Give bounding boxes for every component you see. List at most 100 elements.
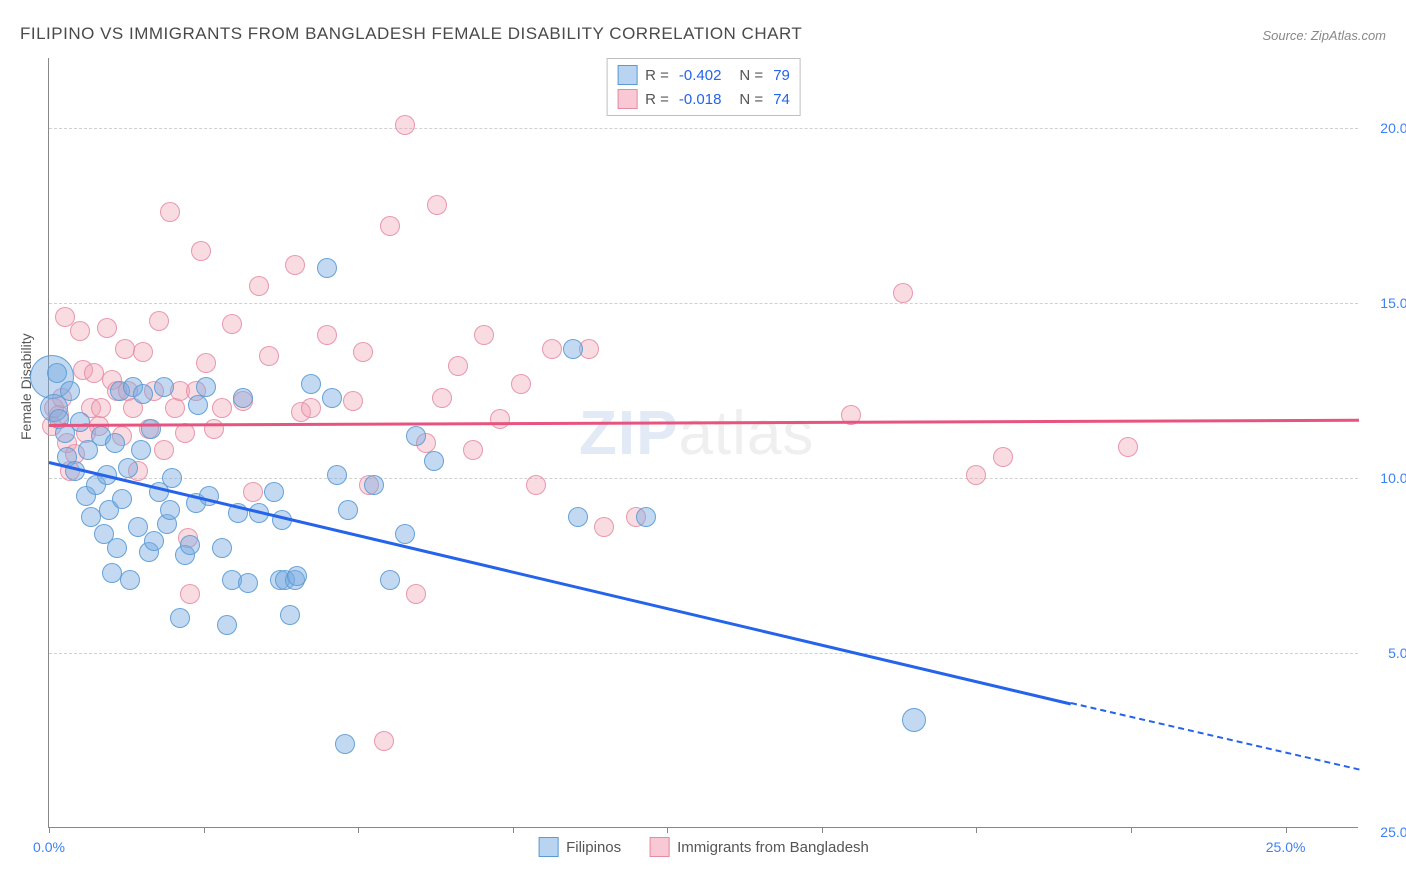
- chart-title: FILIPINO VS IMMIGRANTS FROM BANGLADESH F…: [20, 24, 802, 44]
- x-tick-mark: [358, 827, 359, 833]
- data-point-bangladesh: [1118, 437, 1138, 457]
- y-tick-label: 5.0%: [1365, 645, 1406, 661]
- data-point-bangladesh: [154, 440, 174, 460]
- data-point-filipinos: [112, 489, 132, 509]
- data-point-bangladesh: [594, 517, 614, 537]
- x-tick-mark: [667, 827, 668, 833]
- data-point-filipinos: [338, 500, 358, 520]
- data-point-bangladesh: [427, 195, 447, 215]
- data-point-bangladesh: [191, 241, 211, 261]
- data-point-filipinos: [217, 615, 237, 635]
- data-point-bangladesh: [97, 318, 117, 338]
- data-point-filipinos: [188, 395, 208, 415]
- r-value: -0.402: [679, 67, 722, 84]
- data-point-filipinos: [301, 374, 321, 394]
- data-point-bangladesh: [343, 391, 363, 411]
- swatch-pink-icon: [617, 89, 637, 109]
- data-point-filipinos: [335, 734, 355, 754]
- y-tick-label: 20.0%: [1365, 120, 1406, 136]
- x-tick-mark: [976, 827, 977, 833]
- data-point-bangladesh: [353, 342, 373, 362]
- data-point-filipinos: [317, 258, 337, 278]
- data-point-bangladesh: [380, 216, 400, 236]
- data-point-filipinos: [212, 538, 232, 558]
- data-point-bangladesh: [317, 325, 337, 345]
- data-point-bangladesh: [222, 314, 242, 334]
- data-point-filipinos: [105, 433, 125, 453]
- data-point-bangladesh: [133, 342, 153, 362]
- data-point-bangladesh: [165, 398, 185, 418]
- source-label: Source: ZipAtlas.com: [1262, 28, 1386, 43]
- legend-label: Immigrants from Bangladesh: [677, 839, 869, 856]
- y-tick-label: 10.0%: [1365, 470, 1406, 486]
- data-point-bangladesh: [84, 363, 104, 383]
- swatch-blue-icon: [617, 65, 637, 85]
- data-point-filipinos: [280, 605, 300, 625]
- data-point-bangladesh: [490, 409, 510, 429]
- data-point-bangladesh: [395, 115, 415, 135]
- data-point-filipinos: [264, 482, 284, 502]
- data-point-bangladesh: [374, 731, 394, 751]
- r-label: R =: [645, 67, 669, 84]
- data-point-bangladesh: [249, 276, 269, 296]
- data-point-bangladesh: [196, 353, 216, 373]
- data-point-bangladesh: [432, 388, 452, 408]
- data-point-bangladesh: [301, 398, 321, 418]
- legend-series: Filipinos Immigrants from Bangladesh: [538, 837, 869, 857]
- legend-row-filipinos: R = -0.402 N = 79: [617, 63, 790, 87]
- data-point-filipinos: [162, 468, 182, 488]
- data-point-bangladesh: [406, 584, 426, 604]
- data-point-filipinos: [144, 531, 164, 551]
- data-point-filipinos: [902, 708, 926, 732]
- data-point-filipinos: [131, 440, 151, 460]
- data-point-filipinos: [563, 339, 583, 359]
- chart-plot-area: ZIPatlas 5.0%10.0%15.0%20.0% 0.0%25.0% R…: [48, 58, 1358, 828]
- data-point-filipinos: [60, 381, 80, 401]
- data-point-filipinos: [327, 465, 347, 485]
- data-point-filipinos: [102, 563, 122, 583]
- legend-row-bangladesh: R = -0.018 N = 74: [617, 87, 790, 111]
- n-value: 79: [773, 67, 790, 84]
- data-point-filipinos: [238, 573, 258, 593]
- data-point-bangladesh: [243, 482, 263, 502]
- data-point-bangladesh: [526, 475, 546, 495]
- data-point-bangladesh: [542, 339, 562, 359]
- data-point-bangladesh: [893, 283, 913, 303]
- data-point-bangladesh: [160, 202, 180, 222]
- data-point-bangladesh: [448, 356, 468, 376]
- data-point-filipinos: [118, 458, 138, 478]
- n-label: N =: [739, 91, 763, 108]
- data-point-filipinos: [47, 363, 67, 383]
- legend-correlation-box: R = -0.402 N = 79 R = -0.018 N = 74: [606, 58, 801, 116]
- n-value: 74: [773, 91, 790, 108]
- data-point-filipinos: [107, 538, 127, 558]
- n-label: N =: [739, 67, 763, 84]
- data-point-bangladesh: [115, 339, 135, 359]
- data-point-bangladesh: [91, 398, 111, 418]
- data-point-filipinos: [424, 451, 444, 471]
- gridline: [49, 653, 1358, 654]
- data-point-bangladesh: [463, 440, 483, 460]
- swatch-pink-icon: [649, 837, 669, 857]
- data-point-filipinos: [170, 608, 190, 628]
- data-point-filipinos: [406, 426, 426, 446]
- data-point-filipinos: [180, 535, 200, 555]
- r-value: -0.018: [679, 91, 722, 108]
- data-point-filipinos: [133, 384, 153, 404]
- x-tick-mark: [513, 827, 514, 833]
- data-point-bangladesh: [180, 584, 200, 604]
- data-point-filipinos: [287, 566, 307, 586]
- scatter-plot-svg: [49, 58, 1358, 827]
- x-tick-label: 0.0%: [33, 839, 65, 855]
- legend-item-filipinos: Filipinos: [538, 837, 621, 857]
- swatch-blue-icon: [538, 837, 558, 857]
- gridline: [49, 478, 1358, 479]
- x-tick-mark: [1131, 827, 1132, 833]
- gridline: [49, 128, 1358, 129]
- data-point-filipinos: [70, 412, 90, 432]
- data-point-filipinos: [81, 507, 101, 527]
- data-point-filipinos: [154, 377, 174, 397]
- data-point-filipinos: [364, 475, 384, 495]
- gridline: [49, 303, 1358, 304]
- data-point-bangladesh: [259, 346, 279, 366]
